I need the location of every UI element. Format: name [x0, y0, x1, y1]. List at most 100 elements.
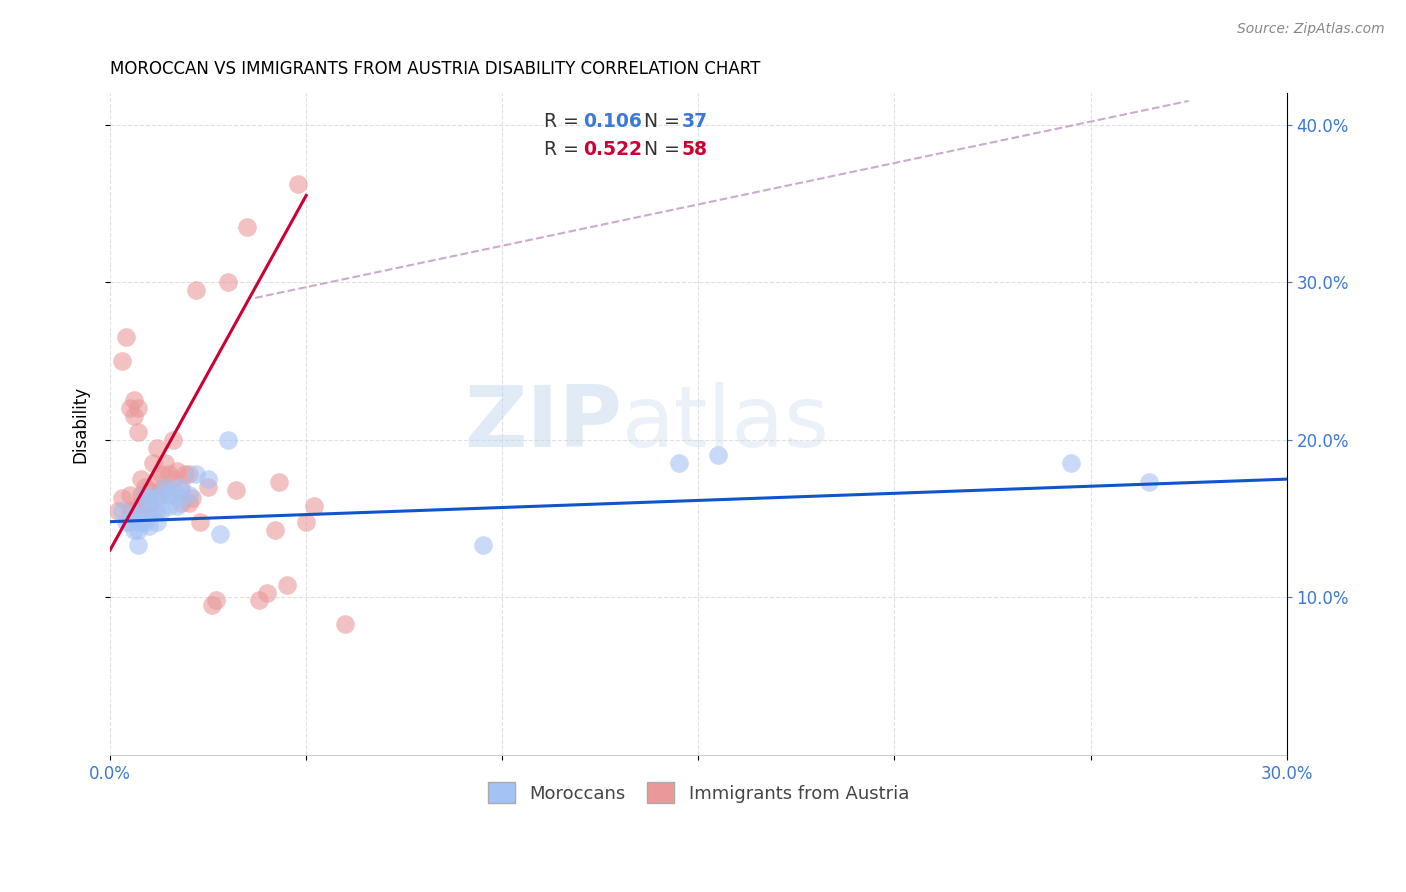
- Point: [287, 178, 309, 192]
- Text: ZIP: ZIP: [464, 383, 621, 466]
- Point: [127, 425, 149, 439]
- Point: [197, 472, 219, 486]
- Text: atlas: atlas: [621, 383, 830, 466]
- Point: [138, 491, 160, 505]
- Point: [169, 496, 191, 510]
- Point: [153, 456, 176, 470]
- Text: 37: 37: [682, 112, 707, 131]
- Point: [114, 330, 136, 344]
- Point: [142, 503, 165, 517]
- Point: [247, 593, 270, 607]
- Point: [225, 483, 247, 498]
- Point: [267, 475, 290, 490]
- Point: [131, 472, 153, 486]
- Point: [122, 507, 145, 521]
- Point: [138, 503, 160, 517]
- Point: [142, 456, 165, 470]
- Point: [153, 480, 176, 494]
- Text: N =: N =: [644, 112, 686, 131]
- Point: [127, 523, 149, 537]
- Point: [157, 488, 180, 502]
- Point: [186, 467, 208, 482]
- Point: [162, 472, 184, 486]
- Point: [146, 503, 169, 517]
- Point: [107, 503, 129, 517]
- Point: [118, 515, 141, 529]
- Point: [276, 578, 298, 592]
- Point: [111, 354, 134, 368]
- Point: [150, 467, 173, 482]
- Point: [162, 433, 184, 447]
- Point: [263, 523, 285, 537]
- Point: [138, 519, 160, 533]
- Point: [208, 527, 231, 541]
- Point: [256, 585, 278, 599]
- Point: [1060, 456, 1083, 470]
- Point: [181, 491, 204, 505]
- Text: MOROCCAN VS IMMIGRANTS FROM AUSTRIA DISABILITY CORRELATION CHART: MOROCCAN VS IMMIGRANTS FROM AUSTRIA DISA…: [110, 60, 761, 78]
- Point: [186, 283, 208, 297]
- Point: [122, 409, 145, 423]
- Point: [111, 503, 134, 517]
- Point: [146, 441, 169, 455]
- Text: 58: 58: [682, 140, 707, 159]
- Point: [127, 538, 149, 552]
- Point: [335, 617, 357, 632]
- Point: [153, 480, 176, 494]
- Point: [150, 503, 173, 517]
- Point: [177, 467, 200, 482]
- Point: [668, 456, 690, 470]
- Point: [471, 538, 494, 552]
- Point: [138, 483, 160, 498]
- Point: [134, 488, 156, 502]
- Point: [118, 503, 141, 517]
- Point: [707, 449, 730, 463]
- Point: [131, 503, 153, 517]
- Point: [162, 483, 184, 498]
- Point: [131, 499, 153, 513]
- Text: N =: N =: [644, 140, 686, 159]
- Point: [217, 433, 239, 447]
- Point: [138, 496, 160, 510]
- Point: [111, 491, 134, 505]
- Point: [122, 503, 145, 517]
- Point: [134, 480, 156, 494]
- Point: [177, 496, 200, 510]
- Legend: Moroccans, Immigrants from Austria: Moroccans, Immigrants from Austria: [478, 773, 918, 812]
- Point: [217, 275, 239, 289]
- Point: [177, 488, 200, 502]
- Text: Source: ZipAtlas.com: Source: ZipAtlas.com: [1237, 22, 1385, 37]
- Point: [197, 480, 219, 494]
- Point: [157, 467, 180, 482]
- Y-axis label: Disability: Disability: [72, 385, 89, 463]
- Point: [146, 472, 169, 486]
- Point: [169, 491, 191, 505]
- Point: [131, 515, 153, 529]
- Text: R =: R =: [544, 112, 585, 131]
- Point: [236, 219, 259, 234]
- Point: [150, 488, 173, 502]
- Point: [146, 515, 169, 529]
- Point: [157, 499, 180, 513]
- Point: [1137, 475, 1160, 490]
- Point: [127, 499, 149, 513]
- Point: [169, 483, 191, 498]
- Point: [142, 491, 165, 505]
- Point: [118, 401, 141, 416]
- Point: [134, 488, 156, 502]
- Text: 0.106: 0.106: [583, 112, 643, 131]
- Point: [166, 499, 188, 513]
- Point: [150, 483, 173, 498]
- Point: [127, 515, 149, 529]
- Text: R =: R =: [544, 140, 585, 159]
- Point: [201, 598, 224, 612]
- Point: [114, 515, 136, 529]
- Point: [134, 515, 156, 529]
- Point: [169, 480, 191, 494]
- Point: [118, 488, 141, 502]
- Point: [302, 499, 325, 513]
- Point: [122, 523, 145, 537]
- Point: [295, 515, 318, 529]
- Point: [188, 515, 211, 529]
- Point: [166, 464, 188, 478]
